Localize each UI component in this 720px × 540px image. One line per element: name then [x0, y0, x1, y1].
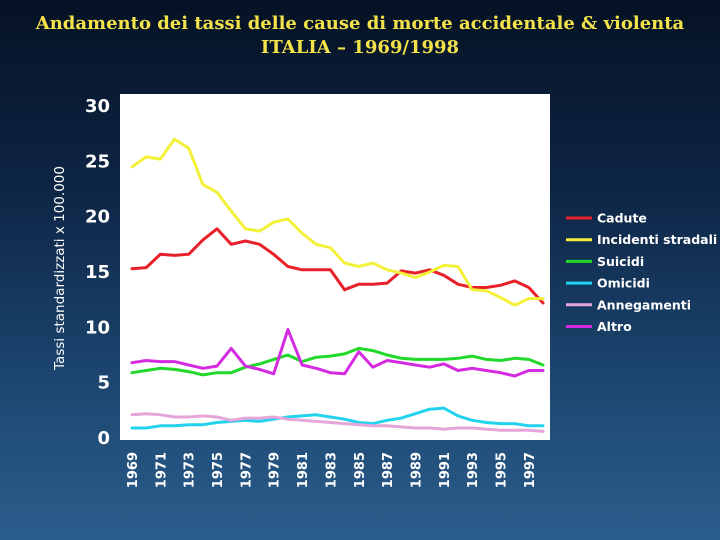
x-tick-label: 1991 [438, 452, 453, 488]
x-tick-label: 1995 [494, 452, 509, 488]
series-line-altro [130, 328, 545, 378]
series-line-incidenti-stradali [130, 137, 545, 307]
series-line-omicidi [130, 406, 545, 430]
x-tick-label: 1989 [409, 452, 424, 488]
x-axis-ticks: 1969 1971 1973 1975 1977 1979 1981 1983 1985 1987… [126, 452, 538, 488]
legend-label: Suicidi [597, 254, 644, 269]
y-tick-label: 15 [85, 262, 110, 283]
series-lines [130, 137, 545, 433]
y-tick-label: 20 [85, 207, 110, 228]
x-tick-label: 1969 [126, 452, 141, 488]
x-tick-label: 1981 [296, 452, 311, 488]
legend-label: Annegamenti [597, 297, 691, 312]
y-tick-label: 30 [85, 96, 110, 117]
y-tick-label: 10 [85, 317, 110, 338]
series-line-suicidi [130, 346, 545, 377]
chart-title-line1: Andamento dei tassi delle cause di morte… [35, 13, 685, 34]
x-tick-label: 1971 [154, 452, 169, 488]
x-tick-label: 1993 [466, 452, 481, 488]
y-axis-label: Tassi standardizzati x 100.000 [52, 166, 68, 371]
legend-label: Altro [597, 319, 632, 334]
x-tick-label: 1997 [523, 452, 538, 488]
legend: Cadute Incidenti stradali Suicidi Omicidi An… [566, 211, 717, 334]
x-tick-label: 1985 [353, 452, 368, 488]
x-tick-label: 1973 [183, 452, 198, 488]
legend-label: Omicidi [597, 276, 650, 291]
series-line-annegamenti [130, 412, 545, 433]
x-tick-label: 1987 [381, 452, 396, 488]
y-tick-label: 5 [97, 373, 110, 394]
legend-label: Cadute [597, 211, 647, 226]
x-tick-label: 1979 [268, 452, 283, 488]
x-tick-label: 1983 [324, 452, 339, 488]
chart-title: Andamento dei tassi delle cause di morte… [0, 12, 720, 60]
chart-title-line2: ITALIA – 1969/1998 [260, 37, 460, 58]
y-tick-label: 0 [97, 428, 110, 449]
legend-label: Incidenti stradali [597, 232, 717, 247]
series-line-cadute [130, 227, 545, 305]
y-axis-ticks: 0 5 10 15 20 25 30 [85, 96, 110, 449]
x-tick-label: 1977 [239, 452, 254, 488]
x-tick-label: 1975 [211, 452, 226, 488]
y-tick-label: 25 [85, 151, 110, 172]
